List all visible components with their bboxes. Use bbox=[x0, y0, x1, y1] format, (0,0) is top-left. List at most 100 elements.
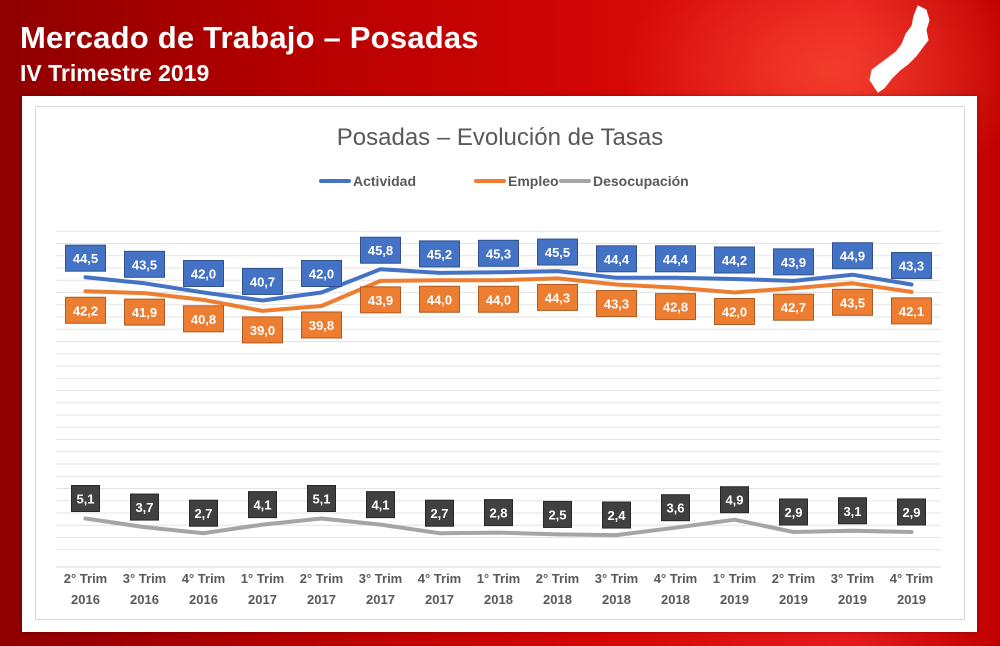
data-label-box bbox=[891, 297, 932, 325]
data-label-text: 2,5 bbox=[548, 507, 566, 522]
data-label-box bbox=[832, 242, 873, 270]
empleo-data-label: 42,7 bbox=[773, 293, 814, 321]
data-label-box bbox=[602, 501, 631, 529]
empleo-data-label: 43,3 bbox=[596, 290, 637, 318]
data-label-text: 2,9 bbox=[784, 505, 802, 520]
data-label-text: 3,7 bbox=[135, 500, 153, 515]
data-label-box bbox=[124, 298, 165, 326]
data-label-text: 41,9 bbox=[132, 305, 157, 320]
x-tick-label: 4° Trim 2019 bbox=[890, 571, 934, 607]
empleo-data-label: 44,3 bbox=[537, 283, 578, 311]
data-label-text: 2,7 bbox=[430, 506, 448, 521]
actividad-data-label: 43,5 bbox=[124, 250, 165, 278]
data-label-box bbox=[714, 246, 755, 274]
empleo-data-label: 42,0 bbox=[714, 298, 755, 325]
data-label-text: 43,5 bbox=[840, 295, 865, 310]
x-tick-label: 2° Trim 2018 bbox=[536, 571, 580, 607]
chart-frame: Posadas – Evolución de Tasas Actividad Em… bbox=[35, 106, 965, 620]
empleo-data-label: 44,0 bbox=[419, 285, 460, 313]
data-label-text: 44,4 bbox=[663, 252, 689, 267]
data-label-box bbox=[779, 498, 808, 526]
data-label-text: 40,7 bbox=[250, 274, 275, 289]
empleo-data-label: 42,8 bbox=[655, 293, 696, 321]
x-tick-label: 4° Trim 2018 bbox=[654, 571, 698, 607]
data-label-box bbox=[596, 245, 637, 273]
actividad-line bbox=[83, 267, 914, 303]
x-tick-label: 1° Trim 2019 bbox=[713, 571, 757, 607]
data-label-box bbox=[661, 494, 690, 522]
page-subtitle: IV Trimestre 2019 bbox=[20, 60, 210, 86]
desocupacion-data-label: 5,1 bbox=[71, 485, 100, 513]
data-label-box bbox=[655, 245, 696, 273]
data-label-box bbox=[897, 498, 926, 526]
data-label-text: 44,2 bbox=[722, 253, 747, 268]
actividad-data-label: 45,2 bbox=[419, 240, 460, 268]
data-label-text: 5,1 bbox=[312, 492, 330, 507]
data-label-text: 44,0 bbox=[427, 292, 452, 307]
data-label-text: 39,8 bbox=[309, 318, 334, 333]
data-label-box bbox=[189, 499, 218, 527]
actividad-data-label: 43,3 bbox=[891, 252, 932, 280]
actividad-data-label: 40,7 bbox=[242, 267, 283, 295]
misiones-map-icon bbox=[869, 5, 930, 93]
desocupacion-data-label: 2,4 bbox=[602, 501, 631, 529]
actividad-data-label: 42,0 bbox=[301, 260, 342, 287]
data-label-box bbox=[366, 491, 395, 519]
desocupacion-data-label: 4,1 bbox=[248, 491, 277, 519]
chart-title: Posadas – Evolución de Tasas bbox=[337, 124, 663, 151]
legend-label: Actividad bbox=[353, 173, 416, 189]
actividad-data-label: 45,3 bbox=[478, 239, 519, 267]
data-label-box bbox=[65, 296, 106, 324]
data-label-text: 4,9 bbox=[725, 493, 743, 508]
data-label-text: 44,4 bbox=[604, 252, 630, 267]
data-label-box bbox=[124, 250, 165, 278]
data-label-text: 4,1 bbox=[253, 498, 271, 513]
data-label-text: 2,9 bbox=[902, 505, 920, 520]
x-tick-label: 3° Trim 2016 bbox=[123, 571, 167, 607]
x-tick-label: 2° Trim 2016 bbox=[64, 571, 108, 607]
data-label-text: 45,3 bbox=[486, 246, 511, 261]
data-label-text: 44,5 bbox=[73, 251, 98, 266]
desocupacion-data-label: 2,9 bbox=[897, 498, 926, 526]
data-label-box bbox=[419, 285, 460, 313]
desocupacion-data-label: 2,5 bbox=[543, 500, 572, 528]
data-label-box bbox=[425, 499, 454, 527]
series-lines bbox=[83, 267, 914, 538]
empleo-data-label: 42,1 bbox=[891, 297, 932, 325]
empleo-line bbox=[83, 276, 914, 313]
x-tick-label: 1° Trim 2017 bbox=[241, 571, 285, 607]
desocupacion-data-label: 3,6 bbox=[661, 494, 690, 522]
data-label-box bbox=[891, 252, 932, 280]
data-label-box bbox=[838, 497, 867, 525]
x-tick-label: 3° Trim 2019 bbox=[831, 571, 875, 607]
data-label-box bbox=[360, 286, 401, 314]
data-label-box bbox=[419, 240, 460, 268]
desocupacion-data-label: 2,7 bbox=[425, 499, 454, 527]
data-label-text: 40,8 bbox=[191, 312, 216, 327]
actividad-data-label: 44,5 bbox=[65, 244, 106, 272]
data-label-text: 42,2 bbox=[73, 303, 98, 318]
data-label-text: 42,0 bbox=[191, 267, 216, 282]
empleo-data-label: 43,5 bbox=[832, 288, 873, 316]
data-label-text: 39,0 bbox=[250, 323, 275, 338]
legend-label: Empleo bbox=[508, 173, 559, 189]
data-label-text: 3,6 bbox=[666, 501, 684, 516]
actividad-data-label: 45,5 bbox=[537, 238, 578, 266]
empleo-data-label: 43,9 bbox=[360, 286, 401, 314]
x-tick-label: 4° Trim 2017 bbox=[418, 571, 462, 607]
actividad-data-label: 44,9 bbox=[832, 242, 873, 270]
x-tick-label: 3° Trim 2017 bbox=[359, 571, 403, 607]
desocupacion-data-label: 5,1 bbox=[307, 485, 336, 513]
data-label-text: 45,8 bbox=[368, 243, 393, 258]
data-label-text: 2,7 bbox=[194, 506, 212, 521]
chart-panel: Posadas – Evolución de Tasas Actividad Em… bbox=[22, 96, 977, 632]
actividad-data-label: 42,0 bbox=[183, 260, 224, 287]
desocupacion-data-label: 4,9 bbox=[720, 486, 749, 514]
data-label-text: 44,3 bbox=[545, 290, 570, 305]
data-label-box bbox=[242, 267, 283, 295]
actividad-data-label: 44,4 bbox=[655, 245, 696, 273]
data-label-text: 43,3 bbox=[899, 259, 924, 274]
data-label-text: 43,3 bbox=[604, 297, 629, 312]
data-label-text: 42,0 bbox=[309, 267, 334, 282]
x-tick-label: 3° Trim 2018 bbox=[595, 571, 639, 607]
